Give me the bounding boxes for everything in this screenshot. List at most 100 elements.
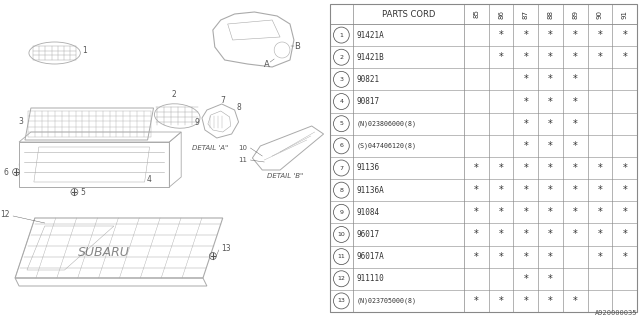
Text: *: * — [474, 252, 479, 262]
Text: B: B — [294, 42, 300, 51]
Text: *: * — [548, 185, 553, 195]
Text: *: * — [474, 185, 479, 195]
Text: *: * — [573, 52, 578, 62]
Text: *: * — [474, 163, 479, 173]
Text: *: * — [548, 97, 553, 107]
Text: *: * — [622, 185, 627, 195]
Text: *: * — [622, 163, 627, 173]
Text: 9: 9 — [339, 210, 344, 215]
Text: *: * — [499, 207, 504, 217]
Text: 6: 6 — [3, 167, 8, 177]
Text: 3: 3 — [339, 77, 344, 82]
Text: *: * — [524, 207, 528, 217]
Text: *: * — [548, 296, 553, 306]
Text: *: * — [573, 296, 578, 306]
Text: 1: 1 — [83, 45, 87, 54]
Text: *: * — [474, 207, 479, 217]
Text: *: * — [548, 30, 553, 40]
Text: *: * — [474, 229, 479, 239]
Text: *: * — [499, 52, 504, 62]
Text: 85: 85 — [474, 10, 479, 19]
Text: *: * — [499, 30, 504, 40]
Text: 12: 12 — [1, 210, 10, 219]
Text: *: * — [524, 52, 528, 62]
Text: *: * — [548, 52, 553, 62]
Text: *: * — [548, 119, 553, 129]
Text: PARTS CORD: PARTS CORD — [382, 10, 435, 19]
Text: 3: 3 — [18, 116, 23, 125]
Text: *: * — [524, 185, 528, 195]
Text: A: A — [264, 60, 270, 68]
Text: *: * — [499, 229, 504, 239]
Text: 7: 7 — [339, 165, 344, 171]
Text: 91: 91 — [621, 10, 628, 19]
Text: 11: 11 — [239, 157, 248, 163]
Text: 91421B: 91421B — [356, 53, 384, 62]
Text: *: * — [573, 229, 578, 239]
Text: *: * — [598, 207, 602, 217]
Text: *: * — [524, 30, 528, 40]
Text: *: * — [573, 163, 578, 173]
Text: *: * — [598, 30, 602, 40]
Text: 12: 12 — [337, 276, 346, 281]
Text: 90821: 90821 — [356, 75, 380, 84]
Text: *: * — [524, 141, 528, 151]
Text: 96017: 96017 — [356, 230, 380, 239]
Text: *: * — [524, 119, 528, 129]
Text: 96017A: 96017A — [356, 252, 384, 261]
Text: *: * — [573, 119, 578, 129]
Text: *: * — [573, 207, 578, 217]
Text: *: * — [548, 252, 553, 262]
Text: *: * — [524, 274, 528, 284]
Text: (S)047406120(8): (S)047406120(8) — [356, 143, 416, 149]
Text: 5: 5 — [81, 188, 85, 196]
Text: *: * — [548, 274, 553, 284]
Text: *: * — [622, 52, 627, 62]
Text: *: * — [598, 252, 602, 262]
Text: 8: 8 — [339, 188, 343, 193]
Text: 87: 87 — [523, 10, 529, 19]
Text: *: * — [524, 296, 528, 306]
Text: *: * — [548, 163, 553, 173]
Text: *: * — [548, 207, 553, 217]
Text: *: * — [573, 185, 578, 195]
Text: 5: 5 — [339, 121, 343, 126]
Text: *: * — [524, 74, 528, 84]
Text: 4: 4 — [147, 174, 152, 183]
Text: 7: 7 — [220, 95, 225, 105]
Text: *: * — [622, 30, 627, 40]
Text: *: * — [474, 296, 479, 306]
Text: 8: 8 — [237, 102, 241, 111]
Text: 4: 4 — [339, 99, 344, 104]
Text: 2: 2 — [339, 55, 344, 60]
Text: *: * — [622, 252, 627, 262]
Text: 13: 13 — [221, 244, 230, 252]
Text: *: * — [622, 207, 627, 217]
Text: 86: 86 — [498, 10, 504, 19]
Text: *: * — [622, 229, 627, 239]
Text: A920000035: A920000035 — [595, 310, 637, 316]
Text: (N)023705000(8): (N)023705000(8) — [356, 298, 416, 304]
Text: 10: 10 — [239, 145, 248, 151]
Text: *: * — [524, 163, 528, 173]
Text: *: * — [499, 185, 504, 195]
Text: DETAIL 'B": DETAIL 'B" — [268, 173, 303, 179]
Text: 1: 1 — [339, 33, 343, 37]
Text: *: * — [598, 163, 602, 173]
Text: *: * — [598, 52, 602, 62]
Text: 13: 13 — [337, 299, 346, 303]
Text: *: * — [573, 74, 578, 84]
Text: *: * — [548, 229, 553, 239]
Text: 11: 11 — [337, 254, 345, 259]
Text: *: * — [598, 185, 602, 195]
Text: 91136A: 91136A — [356, 186, 384, 195]
Text: 90817: 90817 — [356, 97, 380, 106]
Text: 88: 88 — [547, 10, 554, 19]
Text: 91136: 91136 — [356, 164, 380, 172]
Text: SUBARU: SUBARU — [78, 246, 130, 260]
Text: 91421A: 91421A — [356, 31, 384, 40]
Text: *: * — [524, 97, 528, 107]
Text: *: * — [499, 252, 504, 262]
Text: 2: 2 — [172, 90, 177, 99]
Text: 9: 9 — [194, 117, 199, 126]
